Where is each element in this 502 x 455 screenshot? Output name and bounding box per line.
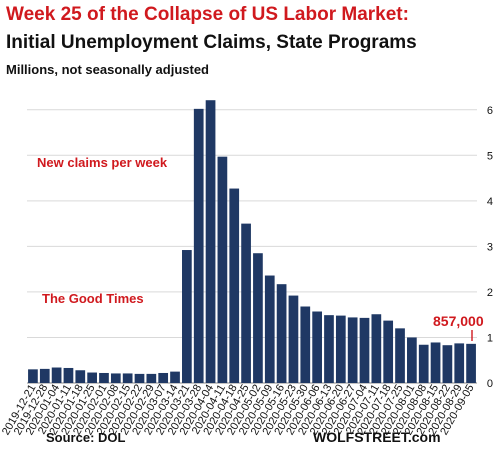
bar xyxy=(253,253,263,383)
bar xyxy=(276,284,287,383)
chart-title: Week 25 of the Collapse of US Labor Mark… xyxy=(6,4,409,25)
y-tick-label: 1 xyxy=(487,332,493,344)
bar xyxy=(51,367,62,383)
bar xyxy=(347,317,358,383)
bar xyxy=(146,373,157,383)
annotation-good-times: The Good Times xyxy=(42,291,144,306)
source-note: Source: DOL xyxy=(46,430,126,445)
bar xyxy=(442,345,453,383)
bar xyxy=(229,188,240,383)
chart-title-line2: Initial Unemployment Claims, State Progr… xyxy=(6,32,417,53)
annotation-new-claims: New claims per week xyxy=(37,155,168,170)
bar xyxy=(170,371,180,383)
bar xyxy=(359,317,370,383)
bar xyxy=(182,250,192,383)
y-tick-label: 6 xyxy=(487,105,493,117)
bar xyxy=(122,373,133,383)
bar xyxy=(335,315,346,383)
y-axis-ticks: 0 1 2 3 4 5 6 xyxy=(487,105,493,390)
annotation-last-value: 857,000 xyxy=(433,313,484,329)
bar xyxy=(264,275,275,383)
bar xyxy=(39,368,50,383)
bar xyxy=(241,223,251,383)
bar xyxy=(324,315,334,383)
chart-subtitle: Millions, not seasonally adjusted xyxy=(6,62,209,77)
bar xyxy=(312,311,322,383)
bar xyxy=(395,328,405,383)
bar xyxy=(75,370,86,383)
bar xyxy=(430,342,441,383)
y-tick-label: 2 xyxy=(487,287,493,299)
brand-credit: WOLFSTREET.com xyxy=(313,429,441,445)
bar xyxy=(454,343,465,383)
y-tick-label: 4 xyxy=(487,196,493,208)
bar xyxy=(28,369,38,383)
bar xyxy=(383,320,394,383)
y-tick-label: 3 xyxy=(487,241,493,253)
bar xyxy=(288,295,299,383)
bar xyxy=(134,373,145,383)
x-axis-ticks: 2019-12-212019-12-282020-01-042020-01-11… xyxy=(0,382,477,437)
bar xyxy=(110,373,121,383)
bar xyxy=(217,156,228,383)
bar xyxy=(87,372,97,383)
bar xyxy=(63,367,74,383)
bar xyxy=(158,372,169,383)
bar xyxy=(371,314,382,383)
bar xyxy=(418,344,429,383)
bar xyxy=(193,108,204,384)
bar xyxy=(205,100,216,384)
y-tick-label: 5 xyxy=(487,150,493,162)
bar xyxy=(300,306,311,383)
y-tick-label: 0 xyxy=(487,378,493,390)
bar xyxy=(466,343,476,383)
bar xyxy=(99,372,109,383)
bar xyxy=(407,337,417,383)
bars xyxy=(28,100,476,384)
